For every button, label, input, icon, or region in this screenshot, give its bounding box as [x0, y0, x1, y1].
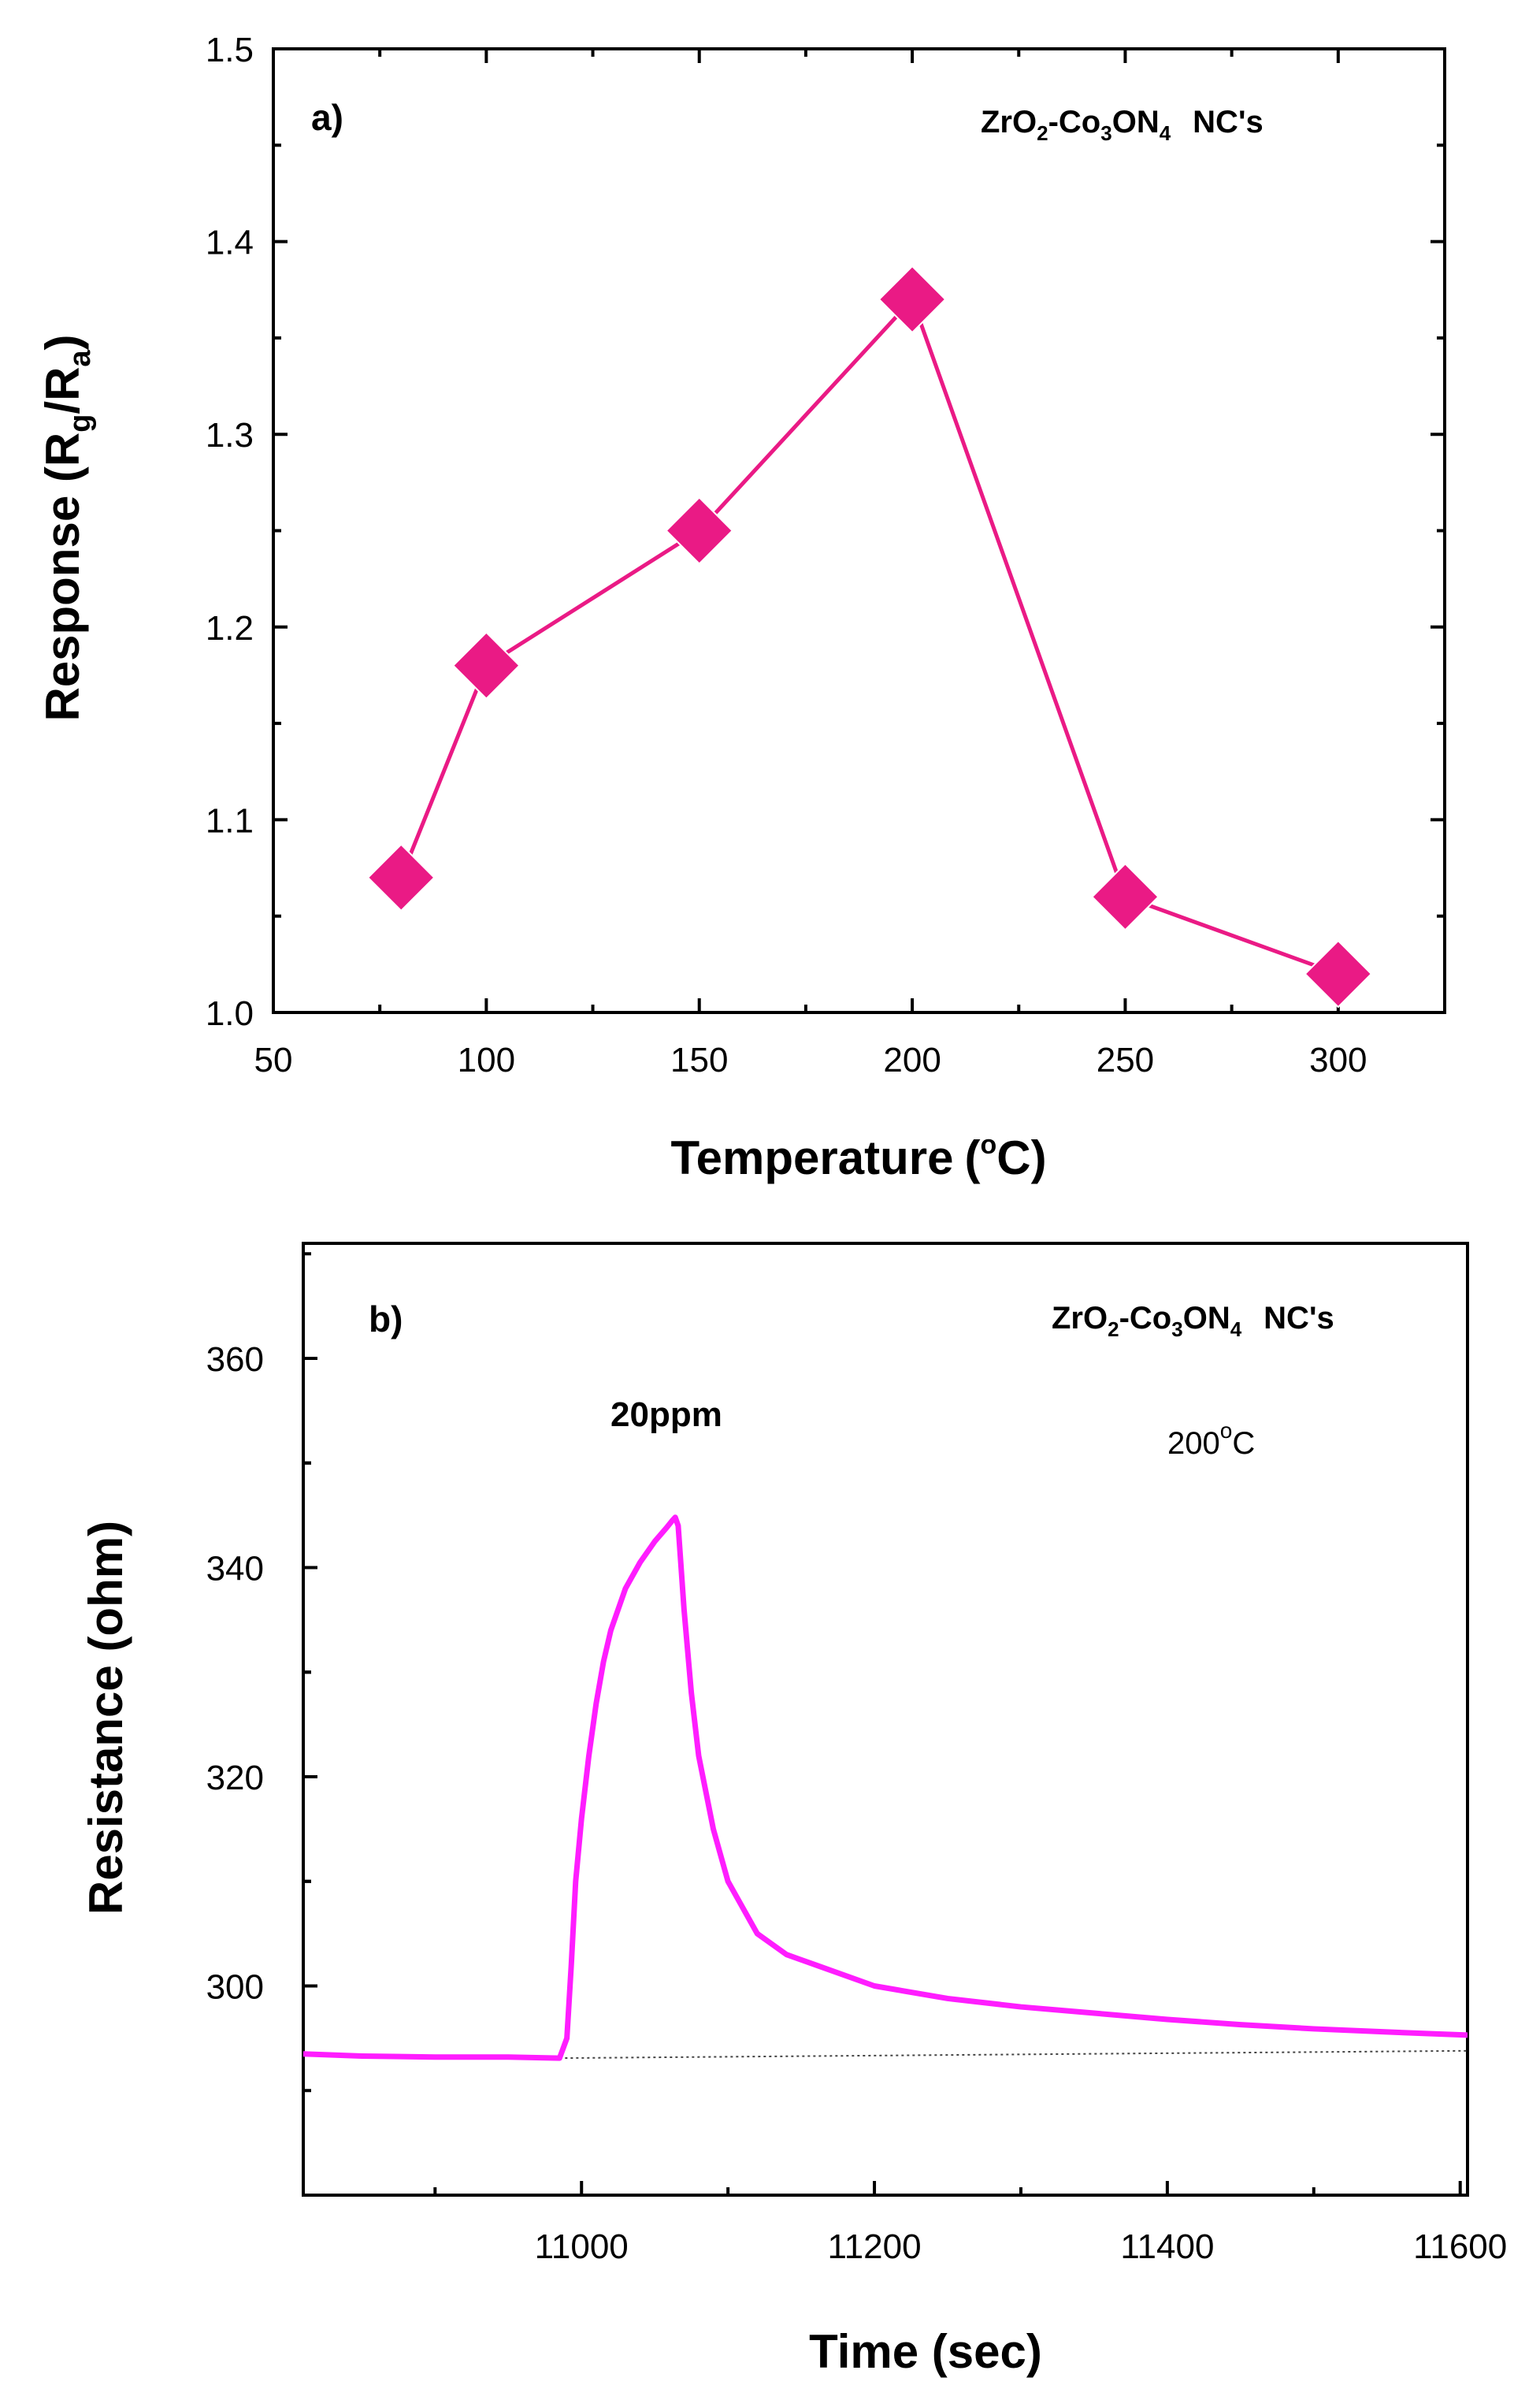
panel-a-compound-label: ZrO2-Co3ON4 NC's [981, 105, 1264, 145]
panel-a-y-tick-label: 1.1 [206, 801, 254, 840]
panel-a-x-axis-title: Temperature (oC) [670, 1130, 1046, 1184]
panel-b-x-tick-label: 11000 [535, 2227, 629, 2266]
panel-b-baseline [559, 2049, 1468, 2060]
panel-b-y-tick-label: 340 [206, 1550, 264, 1588]
panel-b-y-tick-label: 300 [206, 1968, 264, 2007]
panel-a-x-tick-label: 100 [458, 1041, 515, 1079]
panel-a-data-point [878, 265, 947, 334]
panel-a-plot-frame [272, 47, 1446, 1014]
panel-b-x-axis-title: Time (sec) [809, 2325, 1042, 2378]
panel-a-data-point [366, 843, 436, 912]
panel-a-data-point [1304, 939, 1373, 1009]
panel-b-chart: 11000 11200 11400 11600 300 320 340 360 b) ZrO2… [80, 1242, 1508, 2378]
panel-a-x-tick-label: 200 [883, 1041, 941, 1079]
panel-b-y-tick-label: 320 [206, 1759, 264, 1797]
panel-b-y-tick-label: 360 [206, 1340, 264, 1379]
panel-a-ticks [272, 47, 1445, 1014]
panel-a-data-point [665, 496, 734, 565]
panel-a-chart: 50 100 150 200 250 300 1.0 1.1 1.2 1.3 1.4 1.5 a) Z… [36, 31, 1446, 1184]
panel-b-tick-labels: 11000 11200 11400 11600 300 320 340 360 [206, 1340, 1508, 2266]
panel-b-x-tick-label: 11600 [1413, 2227, 1507, 2266]
panel-a-y-tick-label: 1.2 [206, 609, 254, 648]
panel-a-y-axis-title: Response (Rg/Ra) [36, 334, 97, 721]
panel-a-y-tick-label: 1.4 [206, 224, 254, 262]
panel-b-concentration-annotation: 20ppm [610, 1395, 722, 1434]
panel-b-label: b) [369, 1298, 403, 1339]
panel-a-x-tick-label: 150 [670, 1041, 728, 1079]
panel-b-temperature-label: 200oC [1167, 1418, 1255, 1461]
panel-b-x-tick-label: 11400 [1120, 2227, 1214, 2266]
panel-a-series-line [399, 295, 1339, 976]
panel-b-compound-label: ZrO2-Co3ON4 NC's [1052, 1301, 1334, 1341]
panel-a-data-point [451, 631, 521, 700]
panel-a-tick-labels: 50 100 150 200 250 300 1.0 1.1 1.2 1.3 1.4 1.5 [206, 31, 1367, 1079]
panel-b-series-line [303, 1514, 1468, 2061]
panel-b-series [303, 1514, 1468, 2061]
panel-a-label: a) [311, 97, 343, 138]
panel-a-y-tick-label: 1.0 [206, 994, 254, 1033]
panel-b-ticks [303, 1252, 1462, 2195]
panel-a-series [366, 265, 1373, 1009]
panel-a-y-tick-label: 1.3 [206, 416, 254, 455]
panel-a-x-tick-label: 250 [1097, 1041, 1154, 1079]
panel-a-data-point [1091, 862, 1160, 931]
panel-b-y-axis-title: Resistance (ohm) [80, 1521, 132, 1915]
panel-a-y-tick-label: 1.5 [206, 31, 254, 69]
panel-b-plot-frame [302, 1242, 1469, 2197]
panel-b-x-tick-label: 11200 [828, 2227, 922, 2266]
panel-a-x-tick-label: 50 [254, 1041, 293, 1079]
panel-a-x-tick-label: 300 [1309, 1041, 1367, 1079]
